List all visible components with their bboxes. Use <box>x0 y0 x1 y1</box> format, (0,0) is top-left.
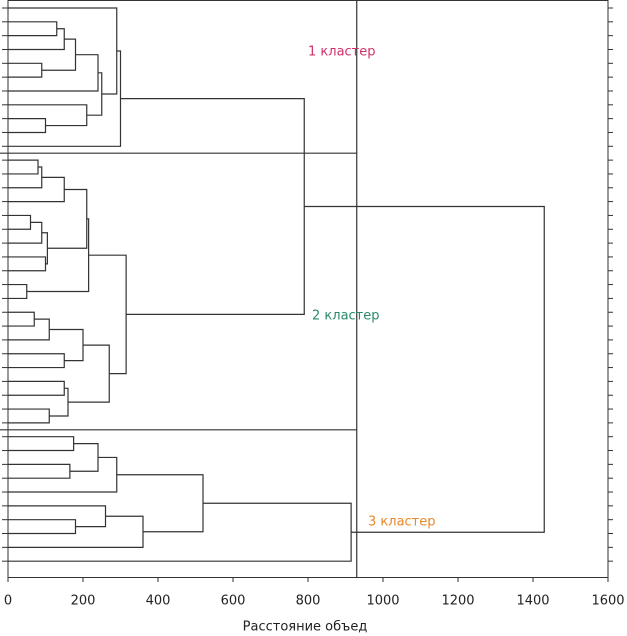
cluster-label: 2 кластер <box>312 309 380 324</box>
dendrogram-link <box>8 311 35 327</box>
x-axis-label: Расстояние объед <box>243 620 368 635</box>
dendrogram-link <box>8 7 118 95</box>
dendrogram-link <box>8 380 65 396</box>
dendrogram-link <box>116 474 204 533</box>
dendrogram-link <box>8 318 50 341</box>
x-tick-label: 1000 <box>366 594 399 609</box>
dendrogram-link <box>8 118 47 134</box>
dendrogram-link <box>68 344 110 403</box>
dendrogram-link <box>8 456 118 493</box>
dendrogram-link <box>8 221 43 244</box>
dendrogram-link <box>8 519 77 535</box>
x-tick-label: 800 <box>296 594 321 609</box>
dendrogram-link <box>41 38 77 71</box>
dendrogram-link <box>8 21 58 37</box>
x-tick-label: 600 <box>221 594 246 609</box>
dendrogram-link <box>8 353 65 369</box>
x-tick-label: 1400 <box>516 594 549 609</box>
dendrogram-link <box>8 159 39 175</box>
x-tick-label: 1200 <box>441 594 474 609</box>
x-tick-label: 400 <box>146 594 171 609</box>
dendrogram-link <box>88 254 127 375</box>
dendrogram-link <box>304 205 545 533</box>
dendrogram-link <box>8 28 65 51</box>
dendrogram-link <box>8 463 71 479</box>
dendrogram-link <box>8 166 43 189</box>
dendrogram-link <box>8 214 32 230</box>
cluster-label: 3 кластер <box>368 515 436 530</box>
dendrogram-link <box>8 283 28 300</box>
dendrogram-link <box>8 176 65 203</box>
dendrogram-link <box>8 62 43 78</box>
dendrogram-link <box>8 505 107 528</box>
dendrogram-link <box>8 256 47 272</box>
dendrogram-link <box>47 188 88 249</box>
dendrogram-link <box>8 408 50 424</box>
dendrogram-link <box>120 98 305 316</box>
dendrogram-link <box>8 436 75 452</box>
dendrogram-link <box>86 72 103 116</box>
dendrogram-link <box>49 328 84 362</box>
x-tick-label: 1600 <box>591 594 624 609</box>
dendrogram-link <box>8 104 88 127</box>
cluster-label: 1 кластер <box>308 45 376 60</box>
dendrogram-link <box>41 232 48 265</box>
x-tick-label: 200 <box>71 594 96 609</box>
x-tick-label: 0 <box>4 594 12 609</box>
dendrogram-link <box>49 387 69 417</box>
dendrogram-link <box>26 218 90 293</box>
dendrogram-link <box>8 54 99 92</box>
